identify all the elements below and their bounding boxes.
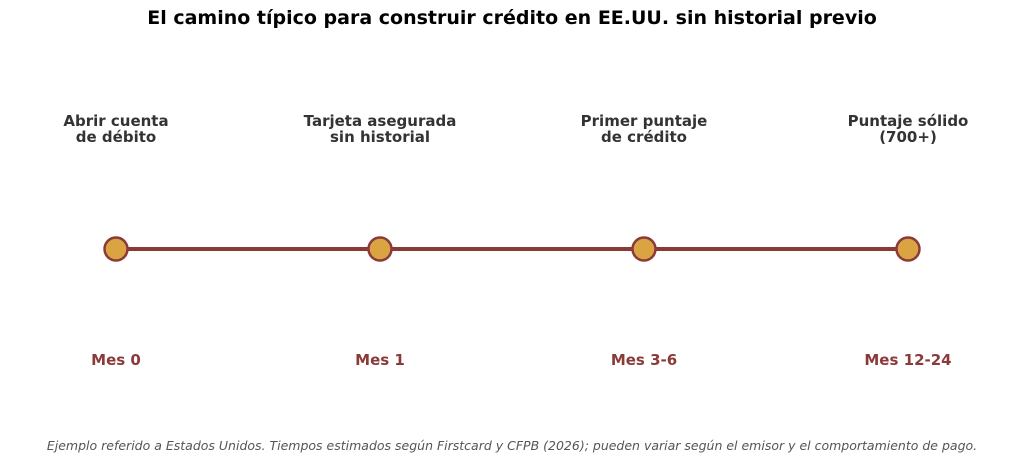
timeline-node-2 (631, 236, 657, 262)
time-label-1: Mes 1 (355, 351, 405, 369)
step-label-3: Puntaje sólido (700+) (847, 112, 969, 146)
step-label-2: Primer puntaje de crédito (580, 112, 708, 146)
step-label-0: Abrir cuenta de débito (63, 112, 169, 146)
time-label-0: Mes 0 (91, 351, 141, 369)
time-label-2: Mes 3-6 (610, 351, 678, 369)
timeline-node-0 (103, 236, 129, 262)
time-label-3: Mes 12-24 (864, 351, 952, 369)
footnote: Ejemplo referido a Estados Unidos. Tiemp… (46, 438, 978, 453)
timeline-node-1 (367, 236, 393, 262)
step-label-1: Tarjeta asegurada sin historial (303, 112, 457, 146)
diagram-title: El camino típico para construir crédito … (147, 7, 877, 29)
timeline-node-3 (895, 236, 921, 262)
